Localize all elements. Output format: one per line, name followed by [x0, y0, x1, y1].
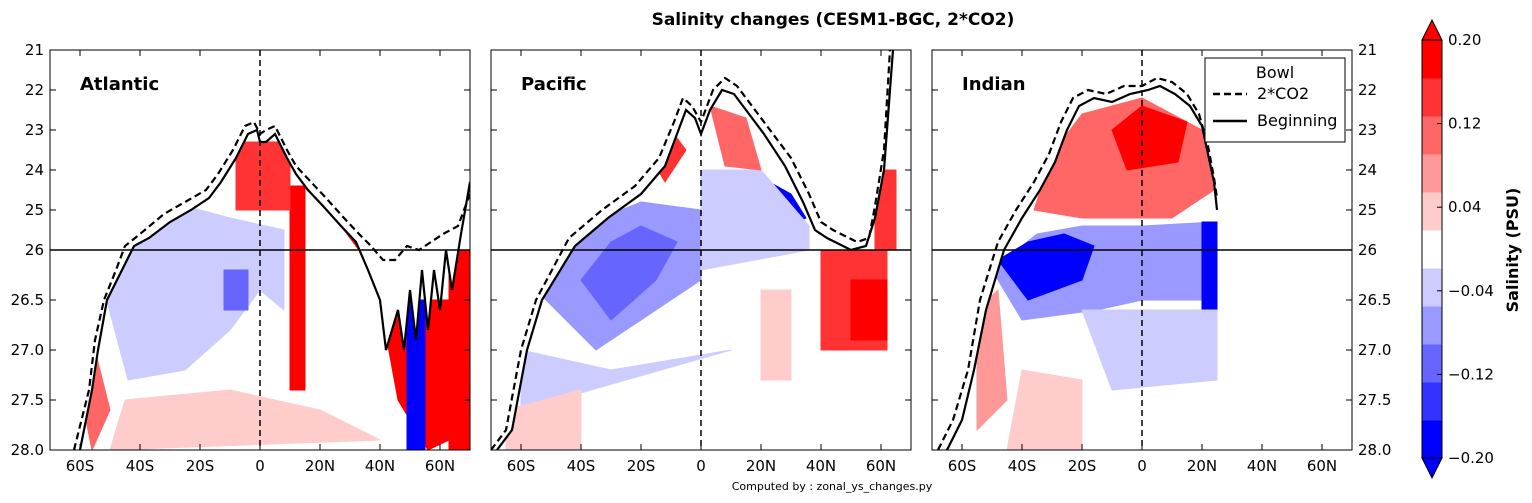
panel-pacific: Pacific 60S 40S 20S 0 20N 40N 60N: [490, 49, 912, 475]
legend: Bowl 2*CO2 Beginning: [1204, 57, 1346, 143]
y-tick-label-left: 24: [25, 161, 44, 179]
figure-title: Salinity changes (CESM1-BGC, 2*CO2): [652, 10, 1015, 30]
bowl-beginning-line: [78, 128, 470, 450]
anomaly-field: [932, 50, 1219, 450]
y-tick-label-left: 28.0: [11, 441, 44, 459]
colorbar-extend-bottom: [1421, 457, 1443, 480]
legend-box: [1204, 57, 1346, 143]
anomaly-region-4: [709, 105, 762, 171]
y-tick-label-right: 28.0: [1358, 441, 1391, 459]
colorbar-segment-8: [1422, 116, 1442, 155]
y-tick-label-right: 26: [1358, 241, 1377, 259]
y-tick-label-left: 25: [25, 201, 44, 219]
x-tick-label: 20S: [186, 457, 215, 475]
x-tick-label: 40N: [365, 457, 395, 475]
anomaly-region-5: [223, 269, 249, 311]
bowl-2co2-line: [72, 120, 470, 450]
colorbar-tick-label: 0.04: [1448, 198, 1481, 216]
y-tick-label-left: 23: [25, 121, 44, 139]
x-tick-label: 20N: [305, 457, 335, 475]
anomaly-region-11: [760, 289, 792, 381]
colorbar-frame: [1421, 39, 1443, 459]
x-tick-label: 60S: [66, 457, 95, 475]
x-tick-label: 0: [696, 457, 706, 475]
colorbar-segment-9: [1422, 78, 1442, 117]
outcrop-mask: [80, 50, 470, 450]
y-tick-label-right: 22: [1358, 81, 1377, 99]
x-tick-label: 60N: [1307, 457, 1337, 475]
colorbar-label: Salinity (PSU): [1503, 188, 1522, 313]
colorbar-segment-4: [1422, 268, 1442, 307]
colorbar-segment-10: [1422, 40, 1442, 79]
y-tick-label-left: 22: [25, 81, 44, 99]
y-tick-label-right: 23: [1358, 121, 1377, 139]
colorbar-extend-top: [1421, 18, 1443, 41]
outcrop-mask: [947, 50, 1217, 450]
bowl-2co2-line: [937, 76, 1219, 450]
legend-title: Bowl: [1256, 63, 1294, 82]
y-tick-label-right: 24: [1358, 161, 1377, 179]
footer-note: Computed by : zonal_ys_changes.py: [732, 480, 933, 493]
x-tick-label: 0: [255, 457, 265, 475]
anomaly-region-0: [289, 185, 306, 391]
basin-label: Indian: [962, 74, 1026, 95]
bowl-beginning-line: [946, 84, 1219, 450]
colorbar-tick-label: −0.04: [1448, 282, 1494, 300]
anomaly-region-7: [850, 279, 888, 341]
legend-entry-1: Beginning: [1257, 111, 1337, 130]
outcrop-mask: [497, 50, 893, 450]
colorbar-segment-0: [1422, 420, 1442, 459]
x-tick-label: 40S: [1008, 457, 1037, 475]
colorbar-segment-2: [1422, 344, 1442, 383]
y-tick-label-right: 26.5: [1358, 291, 1391, 309]
x-tick-label: 60S: [948, 457, 977, 475]
bowl-beginning-line: [496, 50, 895, 450]
colorbar-tick-label: 0.20: [1448, 31, 1481, 49]
x-tick-label: 40N: [806, 457, 836, 475]
x-tick-label: 0: [1137, 457, 1147, 475]
anomaly-region-4: [1111, 105, 1188, 171]
x-tick-label: 60S: [507, 457, 536, 475]
y-tick-label-right: 25: [1358, 201, 1377, 219]
y-tick-label-left: 26.5: [11, 291, 44, 309]
x-tick-label: 60N: [425, 457, 455, 475]
y-tick-label-right: 27.0: [1358, 341, 1391, 359]
x-tick-label: 40N: [1247, 457, 1277, 475]
x-tick-label: 20N: [746, 457, 776, 475]
y-tick-label-right: 27.5: [1358, 391, 1391, 409]
bowl-2co2-line: [491, 50, 892, 450]
panels-group: Atlantic 60S 40S 20S 0 20N 40N 60N 21 22 23 24 25 26 2…: [11, 41, 1392, 475]
y-tick-label-left: 26: [25, 241, 44, 259]
panel-atlantic: Atlantic 60S 40S 20S 0 20N 40N 60N 21 22 23 24 25 26 2…: [11, 41, 471, 475]
colorbar-segment-5: [1422, 230, 1442, 269]
y-tick-label-left: 27.0: [11, 341, 44, 359]
x-tick-label: 20S: [1068, 457, 1097, 475]
basin-label: Pacific: [521, 74, 587, 95]
anomaly-region-6: [109, 389, 381, 450]
legend-entry-0: 2*CO2: [1257, 84, 1309, 103]
colorbar-segment-6: [1422, 192, 1442, 231]
colorbar-segment-1: [1422, 382, 1442, 421]
anomaly-region-1: [235, 141, 291, 211]
x-tick-label: 40S: [567, 457, 596, 475]
colorbar-segment-7: [1422, 154, 1442, 193]
x-tick-label: 40S: [126, 457, 155, 475]
x-tick-label: 60N: [866, 457, 896, 475]
x-tick-label: 20S: [627, 457, 656, 475]
basin-label: Atlantic: [80, 74, 159, 95]
x-tick-label: 20N: [1187, 457, 1217, 475]
colorbar-tick-label: −0.12: [1448, 365, 1494, 383]
anomaly-region-6: [1006, 369, 1083, 450]
y-tick-label-left: 21: [25, 41, 44, 59]
anomaly-region-7: [1081, 309, 1218, 391]
colorbar-segment-3: [1422, 306, 1442, 345]
colorbar-tick-label: 0.12: [1448, 115, 1481, 133]
y-tick-label-left: 27.5: [11, 391, 44, 409]
colorbar-tick-label: −0.20: [1448, 449, 1494, 467]
y-tick-label-right: 21: [1358, 41, 1377, 59]
colorbar: 0.20 0.12 0.04 −0.04 −0.12 −0.20 Salinity (PSU…: [1421, 18, 1522, 480]
